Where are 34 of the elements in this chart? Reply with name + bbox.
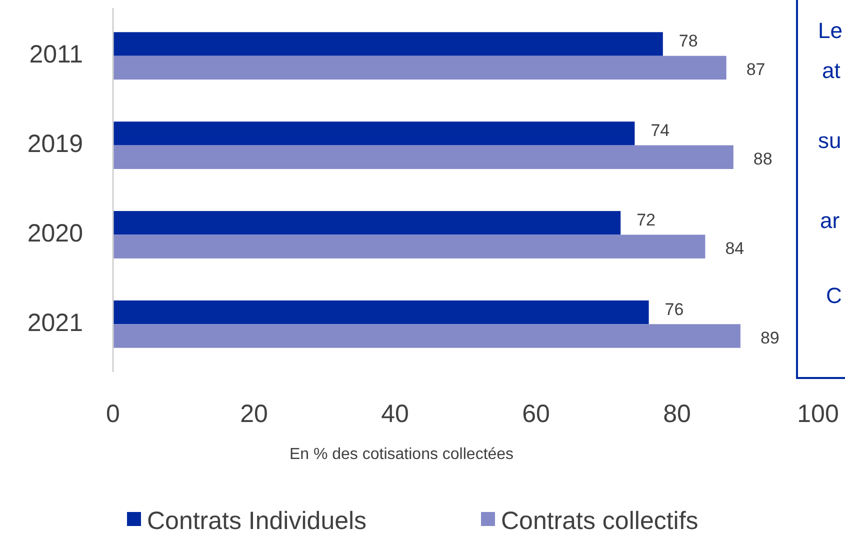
data-label: 72 — [636, 210, 656, 230]
x-axis-title: En % des cotisations collectées — [289, 446, 514, 463]
x-tick-label: 0 — [106, 400, 120, 428]
bar — [113, 122, 635, 146]
data-label: 89 — [760, 328, 780, 348]
data-label: 87 — [746, 60, 766, 80]
data-label: 74 — [650, 120, 670, 140]
bar — [113, 234, 706, 258]
y-tick-label: 2021 — [27, 308, 83, 337]
text: ar — [820, 208, 840, 233]
y-tick-label: 2011 — [29, 40, 83, 68]
legend-label: Contrats collectifs — [501, 507, 698, 535]
legend-label: Contrats Individuels — [147, 507, 367, 535]
x-tick-label: 20 — [240, 400, 268, 428]
data-label: 76 — [664, 300, 684, 319]
bar — [113, 211, 621, 235]
x-tick-label: 40 — [381, 400, 409, 428]
bar — [113, 145, 734, 169]
y-tick-label: 2020 — [27, 219, 83, 248]
annotation: Le — [818, 18, 842, 43]
text: C — [826, 283, 842, 308]
x-tick-label: 60 — [522, 400, 550, 428]
data-label: 88 — [753, 150, 772, 169]
data-label: 84 — [725, 239, 744, 258]
x-tick-label: 80 — [663, 400, 691, 428]
data-label: 78 — [678, 31, 698, 50]
bar — [113, 324, 740, 348]
bar — [113, 32, 663, 56]
y-tick-label: 2019 — [27, 130, 83, 158]
bar — [113, 56, 726, 80]
x-tick-label: 100 — [797, 400, 839, 428]
annotation: su — [818, 128, 842, 153]
bar — [113, 300, 649, 324]
text: at — [822, 58, 840, 83]
